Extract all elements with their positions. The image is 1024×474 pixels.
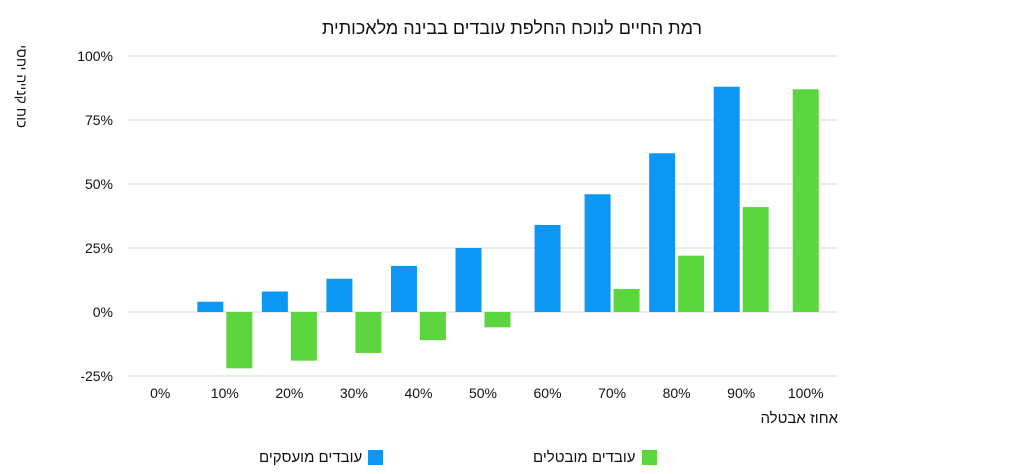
bar-employed [390, 265, 417, 312]
x-axis-title: אחוז אבטלה [760, 410, 838, 427]
x-tick-label: 90% [727, 385, 755, 401]
bar-unemployed [742, 207, 769, 312]
legend-label-unemployed: עובדים מובטלים [533, 449, 636, 466]
bar-employed [649, 153, 676, 312]
bar-employed [584, 194, 611, 312]
bar-unemployed [226, 312, 253, 369]
x-tick-label: 30% [340, 385, 368, 401]
x-tick-label: 40% [404, 385, 432, 401]
bar-employed [261, 291, 288, 312]
bar-unemployed [419, 312, 446, 341]
legend-item-employed: עובדים מועסקים [259, 449, 384, 466]
bar-unemployed [792, 89, 819, 312]
y-tick-label: 25% [85, 240, 113, 256]
y-tick-label: 100% [77, 48, 113, 64]
x-tick-label: 70% [598, 385, 626, 401]
bar-employed [197, 301, 224, 312]
y-tick-label: 75% [85, 112, 113, 128]
x-tick-label: 60% [534, 385, 562, 401]
y-tick-label: 50% [85, 176, 113, 192]
bar-employed [455, 248, 482, 312]
x-tick-label: 0% [150, 385, 170, 401]
x-tick-label: 100% [788, 385, 824, 401]
x-tick-label: 20% [275, 385, 303, 401]
bar-unemployed [290, 312, 317, 361]
legend-swatch-unemployed [641, 450, 657, 465]
y-tick-label: -25% [80, 368, 113, 384]
y-tick-label: 0% [93, 304, 113, 320]
legend-swatch-employed [368, 450, 384, 465]
bar-unemployed [355, 312, 382, 353]
legend-label-employed: עובדים מועסקים [259, 449, 363, 466]
chart-title: רמת החיים לנוכח החלפת עובדים בבינה מלאכו… [321, 18, 703, 38]
bar-employed [534, 224, 561, 312]
bar-unemployed [484, 312, 511, 328]
x-tick-label: 10% [211, 385, 239, 401]
bar-employed [713, 86, 740, 312]
bar-unemployed [678, 255, 705, 312]
legend-item-unemployed: עובדים מובטלים [533, 449, 657, 466]
bar-unemployed [613, 288, 640, 312]
legend: עובדים מועסקים עובדים מובטלים [0, 449, 1024, 471]
y-axis-title: כוח קנייה יחסי [14, 45, 30, 128]
bar-employed [326, 278, 353, 312]
x-tick-label: 50% [469, 385, 497, 401]
x-tick-label: 80% [663, 385, 691, 401]
